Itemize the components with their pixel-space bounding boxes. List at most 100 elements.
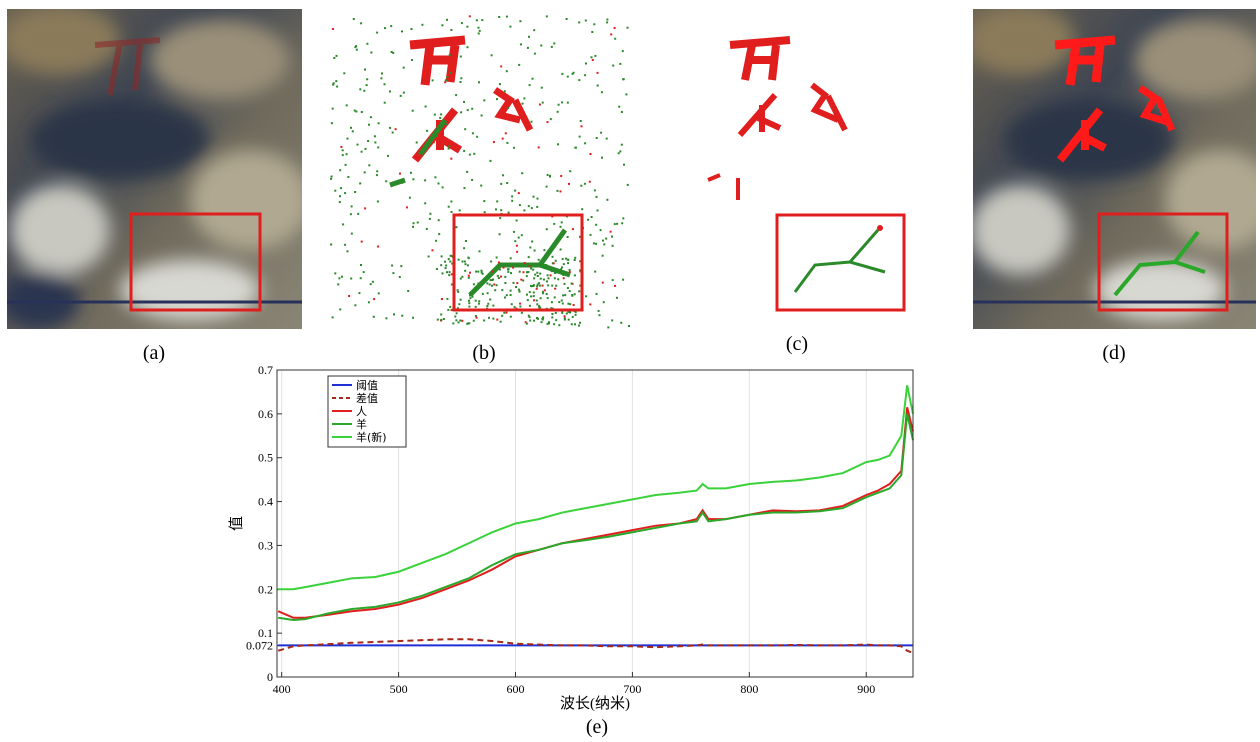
speckle bbox=[469, 294, 471, 296]
speckle bbox=[521, 172, 523, 174]
speckle bbox=[578, 21, 580, 23]
speckle bbox=[564, 283, 566, 285]
speckle bbox=[455, 94, 457, 96]
speckle bbox=[520, 279, 522, 281]
speckle bbox=[442, 186, 444, 188]
chart-caption: (e) bbox=[586, 716, 608, 737]
speckle bbox=[450, 158, 452, 160]
speckle bbox=[410, 172, 412, 174]
speckle bbox=[536, 288, 538, 290]
speckle bbox=[490, 160, 492, 162]
speckle bbox=[370, 52, 372, 54]
speckle bbox=[446, 298, 448, 300]
speckle bbox=[541, 321, 543, 323]
speckle bbox=[528, 36, 530, 38]
speckle bbox=[557, 278, 559, 280]
speckle bbox=[518, 64, 520, 66]
speckle bbox=[425, 106, 427, 108]
speckle bbox=[519, 20, 521, 22]
speckle bbox=[478, 81, 480, 83]
speckle bbox=[511, 264, 513, 266]
speckle bbox=[347, 250, 349, 252]
speckle bbox=[421, 24, 423, 26]
speckle bbox=[574, 293, 576, 295]
speckle bbox=[584, 74, 586, 76]
speckle bbox=[501, 289, 503, 291]
speckle bbox=[561, 300, 563, 302]
y-tick-label: 0.7 bbox=[258, 363, 273, 377]
speckle bbox=[346, 104, 348, 106]
speckle bbox=[339, 169, 341, 171]
speckle bbox=[463, 101, 465, 103]
speckle bbox=[551, 301, 553, 303]
speckle bbox=[507, 269, 509, 271]
speckle bbox=[621, 111, 623, 113]
speckle bbox=[466, 171, 468, 173]
figure: (a) (b) (c) (d) (e) 40050060070080090000… bbox=[0, 0, 1260, 737]
speckle bbox=[449, 54, 451, 56]
speckle bbox=[335, 80, 337, 82]
speckle bbox=[554, 296, 556, 298]
speckle bbox=[373, 298, 375, 300]
speckle bbox=[523, 209, 525, 211]
speckle bbox=[370, 116, 372, 118]
speckle bbox=[437, 319, 439, 321]
legend-label: 差值 bbox=[356, 391, 378, 405]
speckle bbox=[536, 300, 538, 302]
speckle bbox=[558, 301, 560, 303]
speckle bbox=[500, 209, 502, 211]
speckle bbox=[531, 207, 533, 209]
speckle bbox=[585, 295, 587, 297]
speckle bbox=[401, 315, 403, 317]
speckle bbox=[596, 196, 598, 198]
speckle bbox=[544, 289, 546, 291]
speckle bbox=[350, 278, 352, 280]
speckle bbox=[528, 205, 530, 207]
speckle bbox=[417, 222, 419, 224]
speckle bbox=[356, 49, 358, 51]
speckle bbox=[475, 271, 477, 273]
speckle bbox=[502, 174, 504, 176]
speckle bbox=[399, 173, 401, 175]
speckle bbox=[563, 263, 565, 265]
speckle bbox=[593, 242, 595, 244]
speckle bbox=[411, 59, 413, 61]
speckle bbox=[500, 183, 502, 185]
speckle bbox=[597, 85, 599, 87]
y-tick-label: 0.1 bbox=[258, 626, 273, 640]
speckle bbox=[456, 312, 458, 314]
speckle bbox=[364, 207, 366, 209]
speckle bbox=[519, 303, 521, 305]
speckle bbox=[531, 121, 533, 123]
speckle bbox=[361, 241, 363, 243]
speckle bbox=[547, 274, 549, 276]
speckle bbox=[518, 237, 520, 239]
speckle bbox=[555, 319, 557, 321]
speckle bbox=[401, 30, 403, 32]
y-tick-label: 0.072 bbox=[246, 638, 273, 652]
speckle bbox=[561, 73, 563, 75]
speckle bbox=[494, 289, 496, 291]
speckle bbox=[555, 271, 557, 273]
speckle bbox=[562, 303, 564, 305]
speckle bbox=[557, 190, 559, 192]
speckle bbox=[511, 200, 513, 202]
speckle bbox=[511, 195, 513, 197]
x-tick-label: 500 bbox=[390, 682, 408, 696]
speckle bbox=[499, 83, 501, 85]
speckle bbox=[368, 164, 370, 166]
speckle bbox=[391, 265, 393, 267]
speckle bbox=[530, 268, 532, 270]
speckle bbox=[511, 303, 513, 305]
speckle bbox=[385, 317, 387, 319]
chart: 40050060070080090000.0720.10.20.30.40.50… bbox=[228, 363, 913, 712]
speckle bbox=[334, 272, 336, 274]
speckle bbox=[467, 46, 469, 48]
speckle bbox=[361, 151, 363, 153]
speckle bbox=[506, 294, 508, 296]
speckle bbox=[347, 138, 349, 140]
speckle bbox=[448, 274, 450, 276]
speckle bbox=[622, 50, 624, 52]
speckle bbox=[622, 279, 624, 281]
speckle bbox=[496, 98, 498, 100]
